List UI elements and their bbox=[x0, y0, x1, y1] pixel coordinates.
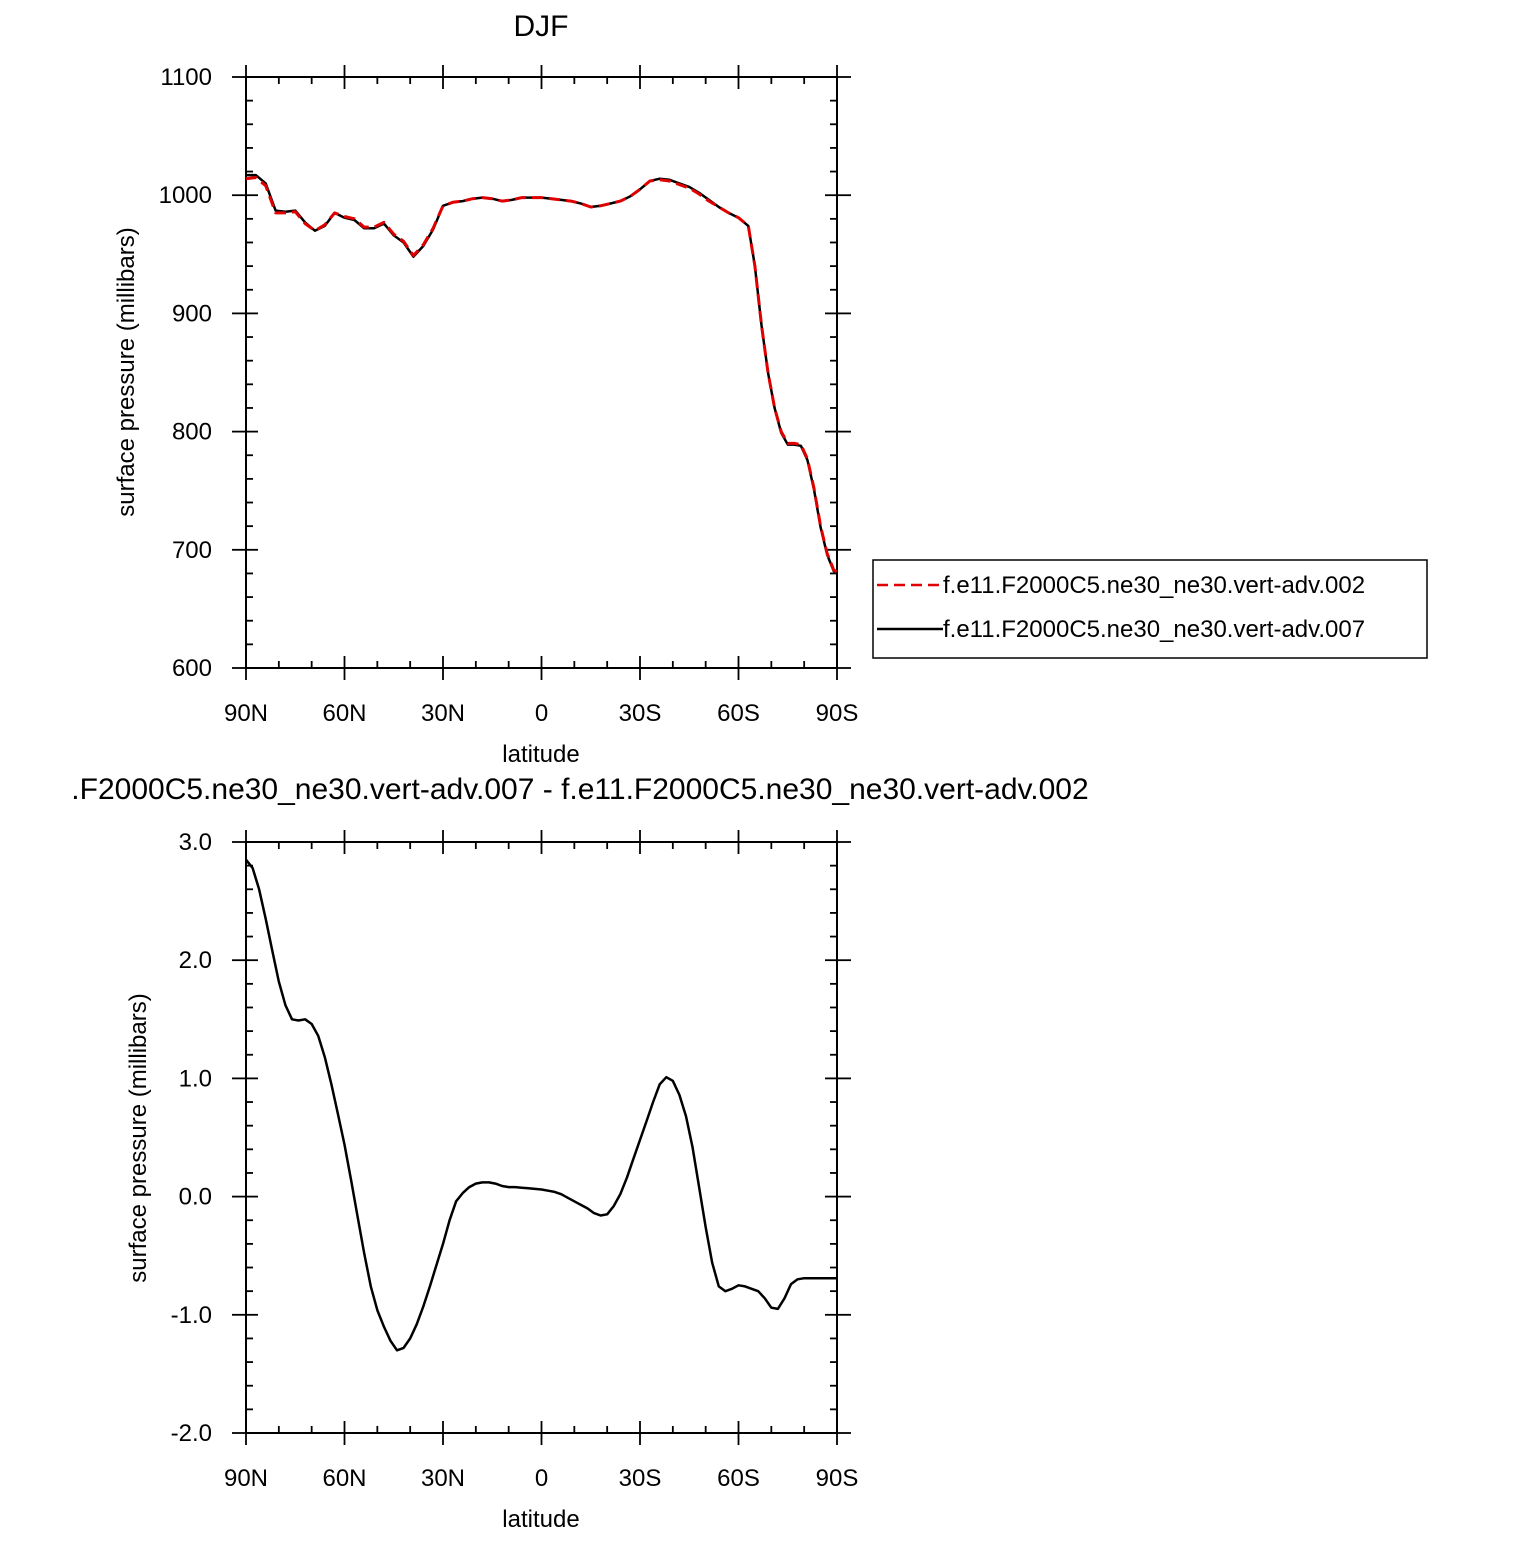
top-x-tick-label: 0 bbox=[535, 700, 548, 727]
legend-label-series-2: f.e11.F2000C5.ne30_ne30.vert-adv.007 bbox=[943, 616, 1365, 643]
bottom-x-tick-label: 90S bbox=[816, 1465, 859, 1492]
bottom-y-axis-label: surface pressure (millibars) bbox=[125, 993, 152, 1282]
bottom-x-tick-label: 90N bbox=[224, 1465, 268, 1492]
top-y-tick-label: 1000 bbox=[159, 182, 212, 209]
top-y-axis-label: surface pressure (millibars) bbox=[113, 227, 140, 516]
bottom-series-line-1 bbox=[245, 858, 837, 1352]
top-plot-frame bbox=[245, 76, 838, 669]
bottom-x-axis-label: latitude bbox=[502, 1506, 579, 1533]
bottom-y-tick-label: 1.0 bbox=[179, 1065, 212, 1092]
bottom-panel: .F2000C5.ne30_ne30.vert-adv.007 - f.e11.… bbox=[71, 773, 1088, 1533]
top-x-tick-label: 90S bbox=[816, 700, 859, 727]
top-x-tick-label: 30S bbox=[619, 700, 662, 727]
top-x-tick-label: 60S bbox=[717, 700, 760, 727]
top-panel: DJF 90N 60N 30N 0 30S 60S 90S 600 700 800 900 1000 1… bbox=[113, 10, 1428, 768]
top-y-tick-label: 600 bbox=[172, 655, 212, 682]
top-plot-area: 90N 60N 30N 0 30S 60S 90S 600 700 800 900 1000 1100 bbox=[159, 64, 859, 727]
bottom-x-tick-label: 30N bbox=[421, 1465, 465, 1492]
legend-box bbox=[872, 559, 1428, 659]
bottom-y-tick-label: -1.0 bbox=[171, 1302, 212, 1329]
top-x-tick-label: 60N bbox=[322, 700, 366, 727]
bottom-x-tick-label: 30S bbox=[619, 1465, 662, 1492]
bottom-x-tick-label: 0 bbox=[535, 1465, 548, 1492]
top-x-tick-label: 30N bbox=[421, 700, 465, 727]
top-legend: f.e11.F2000C5.ne30_ne30.vert-adv.002 f.e… bbox=[872, 559, 1428, 659]
top-y-tick-label: 700 bbox=[172, 537, 212, 564]
top-chart-title: DJF bbox=[514, 10, 569, 43]
bottom-chart-title: .F2000C5.ne30_ne30.vert-adv.007 - f.e11.… bbox=[71, 773, 1088, 806]
top-y-tick-label: 1100 bbox=[160, 64, 212, 91]
top-y-tick-label: 800 bbox=[172, 419, 212, 446]
top-series-line-1 bbox=[245, 176, 838, 574]
legend-label-series-1: f.e11.F2000C5.ne30_ne30.vert-adv.002 bbox=[943, 572, 1365, 599]
bottom-x-tick-label: 60S bbox=[717, 1465, 760, 1492]
bottom-plot-frame bbox=[245, 841, 838, 1434]
bottom-plot-area: 90N 60N 30N 0 30S 60S 90S -2.0 -1.0 0.0 1.0 2.0 3.0 bbox=[171, 829, 859, 1492]
bottom-y-tick-label: 0.0 bbox=[179, 1184, 212, 1211]
top-x-tick-label: 90N bbox=[224, 700, 268, 727]
top-y-tick-label: 900 bbox=[172, 300, 212, 327]
bottom-y-tick-label: 3.0 bbox=[179, 829, 212, 856]
bottom-y-tick-label: -2.0 bbox=[171, 1420, 212, 1447]
bottom-y-tick-label: 2.0 bbox=[179, 947, 212, 974]
bottom-x-tick-label: 60N bbox=[322, 1465, 366, 1492]
top-x-axis-label: latitude bbox=[502, 741, 579, 768]
